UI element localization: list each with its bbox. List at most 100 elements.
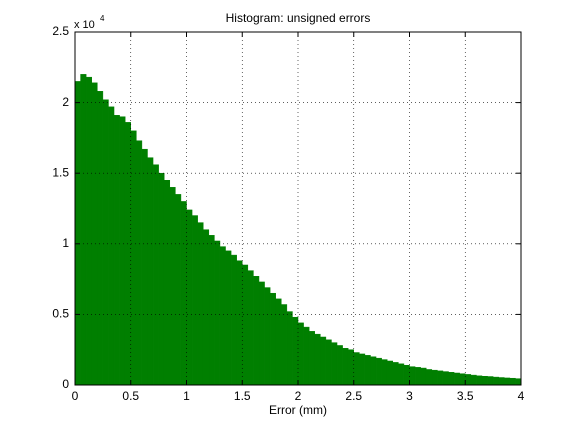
y-tick-label: 2.5 <box>52 24 69 38</box>
bar <box>242 264 249 386</box>
bar <box>264 287 271 386</box>
bar <box>74 81 81 386</box>
bar <box>297 322 304 386</box>
bar <box>498 377 505 386</box>
x-tick-label: 3 <box>406 389 413 403</box>
bar <box>420 367 427 386</box>
bar <box>286 311 293 386</box>
bar <box>459 373 466 386</box>
y-tick-label: 1 <box>62 236 69 250</box>
bar <box>303 326 310 386</box>
bar <box>208 235 215 386</box>
bar <box>186 209 193 386</box>
bar <box>80 74 87 386</box>
bar <box>219 246 226 386</box>
x-tick-label: 0.5 <box>122 389 139 403</box>
x-tick-label: 1.5 <box>234 389 251 403</box>
bar <box>509 377 516 386</box>
bar <box>370 356 377 386</box>
bar <box>504 377 511 386</box>
bar <box>152 164 159 386</box>
bar <box>481 375 488 386</box>
bar <box>169 187 176 386</box>
x-tick-label: 2.5 <box>345 389 362 403</box>
bar <box>163 180 171 386</box>
bar <box>425 369 433 386</box>
bar <box>437 370 444 386</box>
y-tick-label: 0.5 <box>52 307 69 321</box>
bar <box>225 250 232 386</box>
bar <box>214 240 221 386</box>
bar <box>158 172 165 386</box>
y-tick-label: 2 <box>62 95 69 109</box>
bar <box>258 281 265 386</box>
bar <box>448 372 455 386</box>
bar <box>325 339 332 386</box>
bar <box>236 260 243 386</box>
bar <box>336 345 343 386</box>
bar <box>453 372 460 386</box>
bar <box>113 115 120 386</box>
bar <box>364 355 371 386</box>
bar <box>247 270 254 386</box>
bar <box>409 366 416 386</box>
bar <box>119 116 126 386</box>
bar <box>124 122 132 386</box>
bar <box>515 378 522 386</box>
bar <box>269 292 276 386</box>
chart-title: Histogram: unsigned errors <box>226 11 371 25</box>
bar <box>147 157 154 386</box>
y-exponent: 4 <box>100 14 105 23</box>
bar <box>353 352 360 386</box>
bar <box>347 349 354 386</box>
bar <box>375 357 382 386</box>
bar <box>431 369 438 386</box>
bar <box>359 353 366 386</box>
bar <box>476 375 483 386</box>
bar <box>191 215 198 386</box>
bar <box>386 360 394 386</box>
x-tick-label: 3.5 <box>457 389 474 403</box>
y-tick-label: 1.5 <box>52 165 69 179</box>
bar <box>85 76 92 386</box>
bar <box>381 359 388 386</box>
x-axis-label: Error (mm) <box>269 403 327 417</box>
bar <box>392 362 399 386</box>
bar <box>487 376 494 386</box>
x-tick-label: 1 <box>183 389 190 403</box>
bar <box>91 82 98 386</box>
bar <box>398 363 405 386</box>
bar <box>342 348 349 386</box>
x-tick-label: 4 <box>518 389 525 403</box>
bar <box>180 201 187 386</box>
x-tick-label: 2 <box>295 389 302 403</box>
bar <box>275 298 282 386</box>
bar <box>470 374 477 386</box>
bar <box>230 254 237 386</box>
bar <box>465 374 472 386</box>
bar <box>102 99 109 386</box>
bar <box>414 367 421 386</box>
bar <box>281 304 288 386</box>
bar <box>314 333 321 386</box>
bar <box>130 130 137 386</box>
bar <box>403 364 410 386</box>
bar <box>141 148 148 386</box>
bar <box>175 194 182 386</box>
bar <box>136 140 143 386</box>
bar <box>492 376 499 386</box>
bar <box>197 222 204 386</box>
bar <box>253 276 260 386</box>
bar <box>202 229 210 386</box>
y-tick-label: 0 <box>62 377 69 391</box>
bar <box>97 91 104 386</box>
bar <box>320 336 327 386</box>
axes-box <box>74 31 522 386</box>
bar <box>442 371 449 386</box>
bar <box>292 316 299 386</box>
bar <box>108 106 115 386</box>
bar <box>331 342 338 386</box>
bar <box>308 331 315 386</box>
x-tick-label: 0 <box>72 389 79 403</box>
